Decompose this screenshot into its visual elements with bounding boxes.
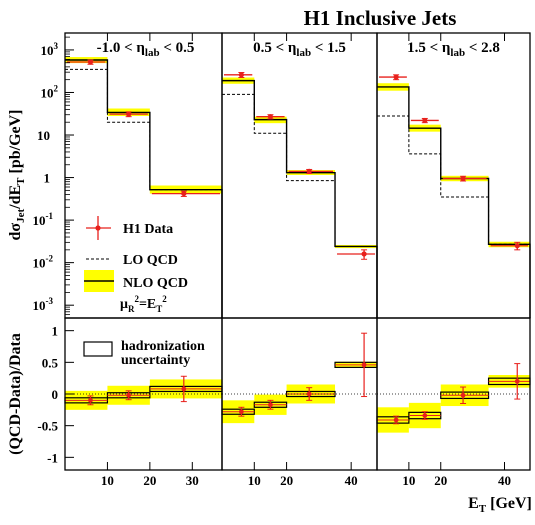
data-point-p1-b2 — [306, 168, 312, 174]
y-tick-label-top-1: 102 — [41, 83, 59, 100]
x-tick-label-p1-0: 10 — [248, 473, 261, 488]
top-frame-p1 — [221, 32, 378, 319]
ratio-point-p2-b2 — [460, 392, 466, 398]
panel-label-1: 0.5 < ηlab < 1.5 — [253, 40, 346, 59]
x-tick-label-p1-2: 40 — [345, 473, 358, 488]
data-point-p2-b0 — [393, 74, 399, 80]
y-tick-label-bottom-1: 0.5 — [42, 355, 59, 370]
x-tick-label-p2-0: 10 — [402, 473, 415, 488]
y-tick-label-top-3: 1 — [44, 171, 51, 186]
x-tick-label-p2-1: 20 — [434, 473, 447, 488]
y-tick-label-bottom-0: 1 — [52, 324, 59, 339]
panel-label-0: -1.0 < ηlab < 0.5 — [97, 40, 195, 59]
legend-had-box — [83, 341, 113, 357]
x-axis-label: ET [GeV] — [468, 495, 532, 515]
x-tick-label-p0-1: 20 — [143, 473, 156, 488]
legend-had-label-2: uncertainty — [121, 353, 190, 368]
ratio-point-p2-b3 — [514, 378, 520, 384]
legend-data-marker — [95, 225, 101, 231]
y-tick-label-bottom-3: -0.5 — [37, 419, 58, 434]
y-axis-label-top: dσJet/dET [pb/GeV] — [7, 109, 27, 240]
legend-lo-label: LO QCD — [123, 253, 178, 268]
x-tick-label-p0-2: 30 — [186, 473, 199, 488]
y-tick-label-bottom-2: 0 — [52, 387, 59, 402]
data-point-p2-b2 — [460, 175, 466, 182]
y-tick-label-top-0: 103 — [41, 41, 59, 58]
top-frame-p2 — [376, 32, 531, 319]
ratio-point-p2-b0 — [393, 417, 399, 423]
ratio-point-p1-b2 — [306, 391, 312, 397]
y-axis-label-bottom: (QCD-Data)/Data — [7, 333, 24, 455]
nlo-band-layer — [65, 57, 530, 433]
x-tick-label-p1-1: 20 — [280, 473, 293, 488]
legend-data-label: H1 Data — [123, 222, 173, 237]
lo-qcd-line-p2 — [377, 115, 530, 245]
ratio-point-p0-b2 — [181, 386, 187, 392]
labels-layer: 10 20 30-1.0 < ηlab < 0.510 20 400.5 < ηlab … — [7, 40, 532, 515]
lo-qcd-line-p1 — [222, 93, 377, 247]
y-tick-label-top-2: 10 — [37, 128, 50, 143]
data-point-p0-b1 — [126, 111, 132, 117]
y-tick-label-top-5: 10-2 — [33, 254, 54, 271]
legend: H1 Data LO QCD NLO QCD μR2=ET2 hadronization… — [83, 216, 205, 368]
ratio-point-p1-b3 — [361, 362, 367, 368]
data-point-p2-b3 — [514, 243, 520, 249]
nlo-qcd-line-p1 — [222, 79, 378, 318]
ratio-point-p2-b1 — [422, 413, 428, 418]
y-tick-label-bottom-4: -1 — [47, 450, 58, 465]
data-point-p1-b0 — [238, 72, 244, 78]
lo-qcd-line-p0 — [65, 68, 222, 191]
nlo-qcd-line-p2 — [377, 86, 531, 318]
legend-scale-label: μR2=ET2 — [120, 294, 167, 314]
ratio-point-p1-b0 — [238, 409, 244, 415]
legend-nlo-label: NLO QCD — [123, 276, 188, 291]
x-tick-label-p2-2: 40 — [498, 473, 511, 488]
bottom-frame-p2 — [376, 317, 531, 471]
ratio-point-p0-b1 — [126, 392, 132, 398]
chart-title: H1 Inclusive Jets — [304, 6, 457, 30]
y-tick-label-top-6: 10-3 — [33, 296, 54, 313]
data-point-p2-b1 — [422, 117, 428, 124]
data-point-p0-b2 — [181, 190, 187, 197]
data-points-layer — [67, 59, 528, 425]
data-point-p1-b1 — [267, 114, 274, 120]
panel-label-2: 1.5 < ηlab < 2.8 — [407, 40, 500, 59]
ratio-point-p1-b1 — [268, 402, 273, 408]
legend-had-label-1: hadronization — [121, 339, 205, 354]
frame-layer — [64, 32, 531, 471]
ratio-point-p0-b0 — [88, 397, 93, 403]
data-point-p1-b3 — [361, 251, 367, 257]
data-point-p0-b0 — [87, 59, 94, 65]
y-tick-label-top-4: 10-1 — [33, 211, 54, 228]
x-tick-label-p0-0: 10 — [101, 473, 114, 488]
